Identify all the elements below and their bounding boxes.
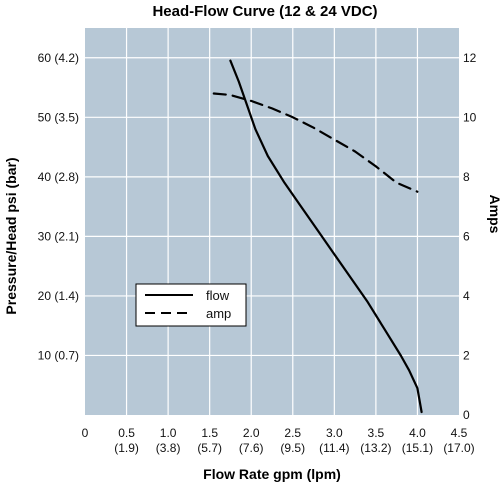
chart-title: Head-Flow Curve (12 & 24 VDC) [152, 3, 377, 20]
x-tick-label: 0 [82, 426, 89, 440]
x-tick-sublabel: (5.7) [197, 441, 222, 455]
grid-lines [85, 28, 459, 415]
y-axis-ticks: 10 (0.7) 20 (1.4) 30 (2.1) 40 (2.8) 50 (3.5)… [38, 51, 79, 363]
y-tick-label: 20 (1.4) [38, 289, 79, 303]
legend: flow amp [135, 283, 247, 327]
legend-flow-label: flow [206, 288, 230, 303]
plot-area [85, 28, 459, 415]
y-tick-label: 30 (2.1) [38, 229, 79, 243]
amp-series-line [212, 92, 419, 193]
x-tick-sublabel: (17.0) [443, 441, 474, 455]
x-axis-ticks: 0 0.5(1.9) 1.0(3.8) 1.5(5.7) 2.0(7.6) 2.5(9.5… [82, 426, 475, 455]
y-tick-label: 50 (3.5) [38, 110, 79, 124]
y-axis-title: Pressure/Head psi (bar) [3, 157, 19, 314]
y2-axis-title: Amps [487, 195, 500, 234]
x-tick-label: 2.0 [243, 426, 260, 440]
x-tick-label: 3.0 [326, 426, 343, 440]
x-tick-label: 1.0 [160, 426, 177, 440]
flow-series-line [229, 59, 423, 414]
legend-box [135, 283, 247, 327]
x-tick-label: 2.5 [284, 426, 301, 440]
x-tick-sublabel: (15.1) [402, 441, 433, 455]
y-tick-label: 40 (2.8) [38, 170, 79, 184]
x-tick-label: 3.5 [368, 426, 385, 440]
y2-tick-label: 8 [463, 170, 470, 184]
y2-tick-label: 2 [463, 348, 470, 362]
legend-amp-label: amp [206, 306, 231, 321]
y-tick-label: 10 (0.7) [38, 348, 79, 362]
y2-tick-label: 12 [463, 51, 477, 65]
x-tick-label: 4.5 [451, 426, 468, 440]
y2-tick-label: 0 [463, 408, 470, 422]
x-tick-sublabel: (7.6) [239, 441, 264, 455]
y2-tick-label: 6 [463, 229, 470, 243]
x-tick-sublabel: (9.5) [280, 441, 305, 455]
series-layer [212, 59, 423, 414]
y2-axis-ticks: 0 2 4 6 8 10 12 [463, 51, 477, 422]
x-tick-label: 1.5 [201, 426, 218, 440]
x-tick-label: 4.0 [409, 426, 426, 440]
x-tick-sublabel: (3.8) [156, 441, 181, 455]
x-axis-title: Flow Rate gpm (lpm) [203, 466, 341, 482]
x-tick-sublabel: (1.9) [114, 441, 139, 455]
x-tick-sublabel: (13.2) [360, 441, 391, 455]
x-tick-label: 0.5 [118, 426, 135, 440]
y2-tick-label: 10 [463, 110, 477, 124]
x-tick-sublabel: (11.4) [319, 441, 349, 455]
y-tick-label: 60 (4.2) [38, 51, 79, 65]
y2-tick-label: 4 [463, 289, 470, 303]
